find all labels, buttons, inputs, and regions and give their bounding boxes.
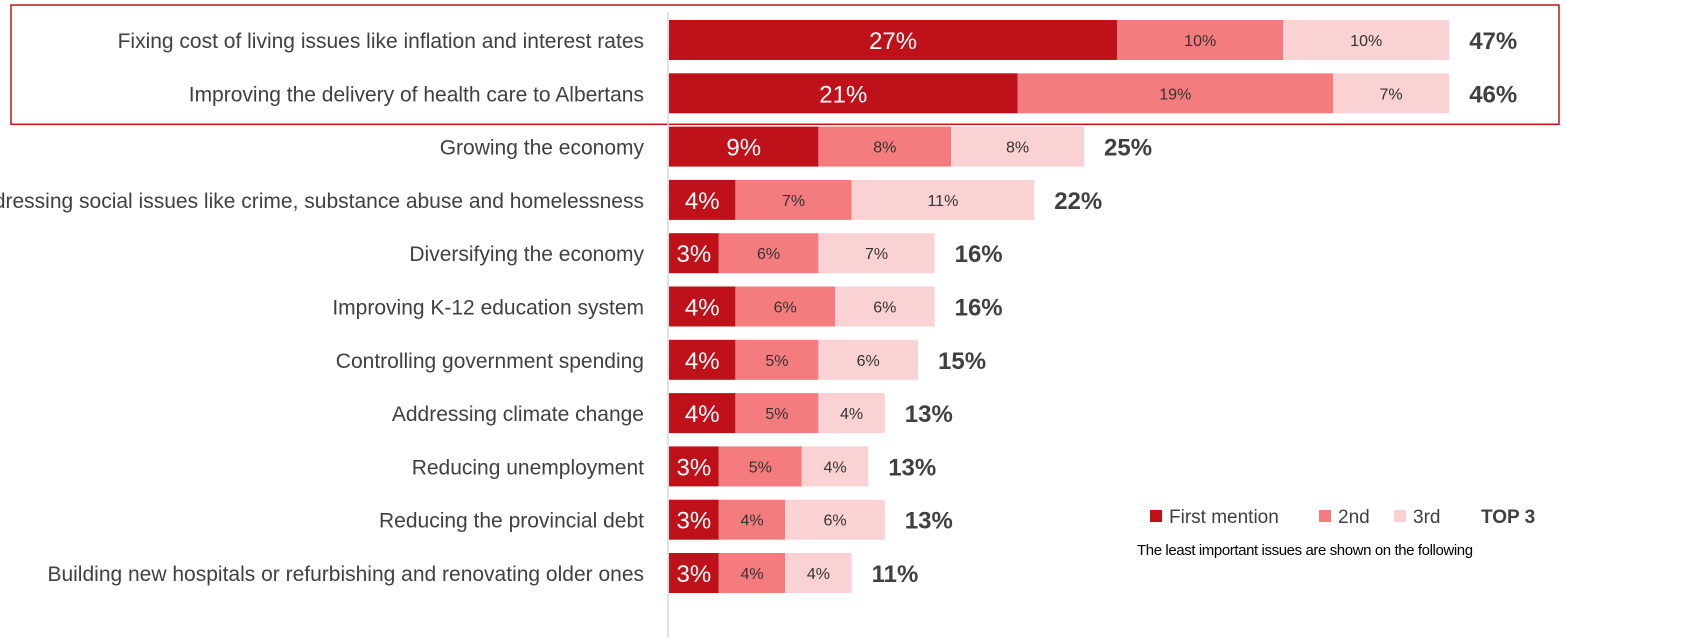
bar-value-label: 4% xyxy=(740,513,763,530)
category-label: Addressing social issues like crime, sub… xyxy=(0,190,644,213)
total-label: 47% xyxy=(1469,28,1517,55)
bar-value-label: 11% xyxy=(927,193,958,210)
category-label: Reducing the provincial debt xyxy=(379,510,644,533)
bar-value-label: 10% xyxy=(1184,33,1216,50)
bar-segment xyxy=(669,20,1118,60)
bar-segment xyxy=(735,339,819,380)
bar-segment xyxy=(818,126,952,167)
total-label: 11% xyxy=(872,561,919,588)
legend-swatch xyxy=(1394,510,1406,522)
category-label: Improving the delivery of health care to… xyxy=(189,83,644,106)
bar-segment xyxy=(718,499,786,540)
bar-segment xyxy=(835,286,935,327)
category-label: Addressing climate change xyxy=(392,403,644,426)
bar-value-label: 4% xyxy=(685,401,720,428)
legend-label: 2nd xyxy=(1338,507,1370,528)
bar-value-label: 6% xyxy=(873,300,896,317)
bar-value-label: 3% xyxy=(677,241,712,268)
bar-segment xyxy=(669,286,736,327)
bar-value-label: 5% xyxy=(749,459,772,476)
bar-value-label: 19% xyxy=(1159,86,1191,103)
category-label: Fixing cost of living issues like inflat… xyxy=(118,30,644,53)
bar-segment xyxy=(718,233,819,274)
bar-segment xyxy=(818,339,918,380)
bar-value-label: 3% xyxy=(677,561,712,588)
bar-value-label: 7% xyxy=(1380,86,1403,103)
category-label: Improving K-12 education system xyxy=(332,297,644,320)
total-label: 13% xyxy=(905,401,953,428)
bar-segment xyxy=(669,339,736,380)
total-label: 16% xyxy=(955,241,1003,268)
bar-value-label: 4% xyxy=(740,566,763,583)
bar-value-label: 27% xyxy=(869,28,917,55)
bar-segment xyxy=(718,553,786,593)
bar-segment xyxy=(785,553,852,593)
bar-segment xyxy=(951,126,1084,167)
bar-value-label: 6% xyxy=(857,353,880,370)
bar-segment xyxy=(818,393,885,434)
bar-segment xyxy=(1017,73,1333,114)
bar-segment xyxy=(669,393,736,434)
bar-segment xyxy=(669,446,719,487)
bar-value-label: 3% xyxy=(677,454,712,481)
highlight-box xyxy=(10,4,1560,126)
bar-value-label: 4% xyxy=(807,566,830,583)
bar-value-label: 5% xyxy=(765,406,788,423)
bar-segment xyxy=(818,233,935,274)
bar-value-label: 4% xyxy=(685,348,720,375)
total-label: 22% xyxy=(1054,188,1102,215)
category-label: Building new hospitals or refurbishing a… xyxy=(47,563,644,586)
bar-value-label: 4% xyxy=(685,188,720,215)
bar-value-label: 21% xyxy=(819,81,867,108)
total-label: 15% xyxy=(938,348,986,375)
bar-value-label: 8% xyxy=(1006,140,1029,157)
category-label: Reducing unemployment xyxy=(412,456,644,479)
bar-value-label: 8% xyxy=(873,140,896,157)
bar-segment xyxy=(735,393,819,434)
total-label: 25% xyxy=(1104,135,1152,162)
footnote: The least important issues are shown on … xyxy=(1137,542,1473,559)
bar-segment xyxy=(669,126,819,167)
bar-value-label: 6% xyxy=(823,513,846,530)
bar-segment xyxy=(669,73,1018,114)
bar-value-label: 3% xyxy=(677,508,712,535)
bar-value-label: 7% xyxy=(782,193,805,210)
bar-segment xyxy=(669,233,719,274)
legend-swatch xyxy=(1150,510,1162,522)
bar-value-label: 4% xyxy=(823,459,846,476)
total-label: 16% xyxy=(955,295,1003,322)
legend-swatch xyxy=(1319,510,1331,522)
bar-value-label: 5% xyxy=(765,353,788,370)
bar-value-label: 4% xyxy=(840,406,863,423)
bar-value-label: 4% xyxy=(685,295,720,322)
bar-value-label: 10% xyxy=(1350,33,1382,50)
legend-label: First mention xyxy=(1169,507,1279,528)
bar-segment xyxy=(1333,73,1450,114)
total-label: 13% xyxy=(888,454,936,481)
total-label: 46% xyxy=(1469,81,1517,108)
bar-value-label: 7% xyxy=(865,246,888,263)
bar-segment xyxy=(669,179,736,220)
bar-segment xyxy=(801,446,869,487)
bar-segment xyxy=(735,286,835,327)
bar-segment xyxy=(851,179,1035,220)
bar-segment xyxy=(785,499,885,540)
legend-total-label: TOP 3 xyxy=(1481,507,1535,528)
bar-segment xyxy=(718,446,802,487)
bar-segment xyxy=(1283,20,1450,60)
bar-value-label: 6% xyxy=(774,300,797,317)
bar-segment xyxy=(1117,20,1284,60)
bar-segment xyxy=(669,499,719,540)
category-label: Controlling government spending xyxy=(336,350,644,373)
bar-segment xyxy=(669,553,719,593)
category-label: Growing the economy xyxy=(440,137,645,160)
legend-label: 3rd xyxy=(1413,507,1440,528)
total-label: 13% xyxy=(905,508,953,535)
category-label: Diversifying the economy xyxy=(409,243,644,266)
bar-value-label: 9% xyxy=(726,135,761,162)
bar-segment xyxy=(735,179,852,220)
bar-value-label: 6% xyxy=(757,246,780,263)
